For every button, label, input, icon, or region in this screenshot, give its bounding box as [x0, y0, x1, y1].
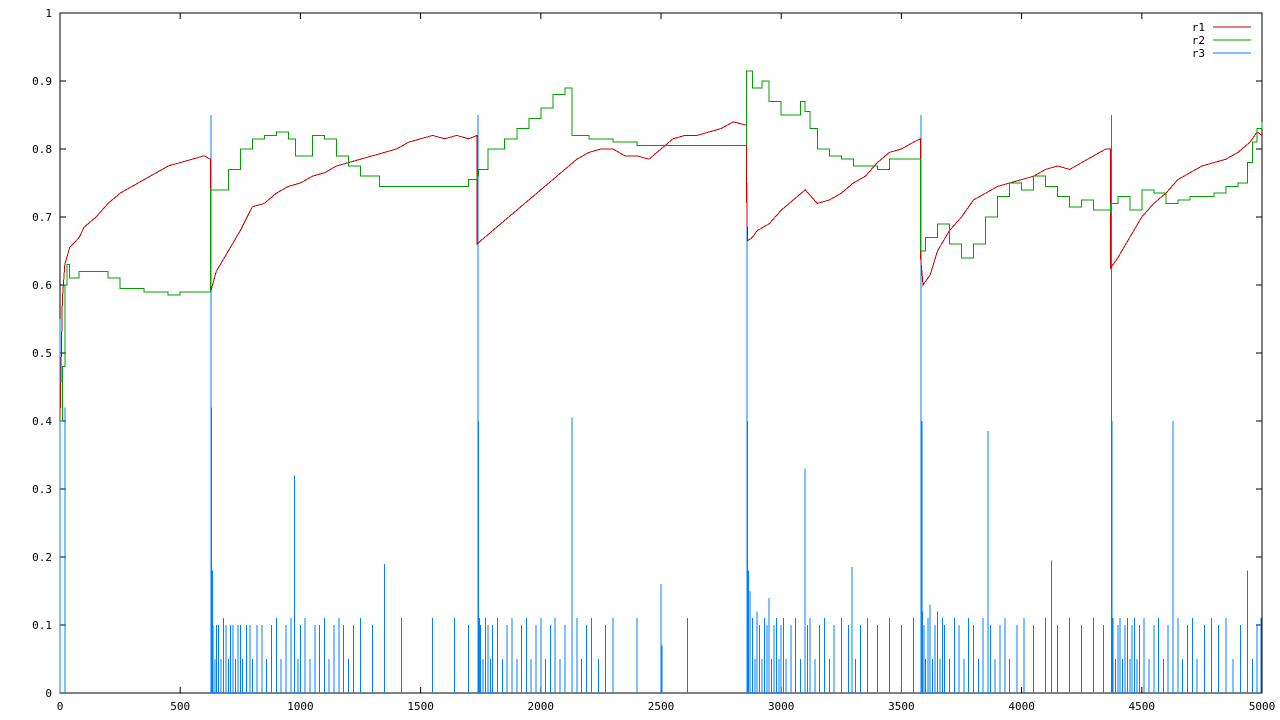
y-tick-label: 1: [45, 7, 52, 20]
legend-label-r2: r2: [1192, 34, 1205, 47]
y-tick-label: 0.3: [32, 483, 52, 496]
x-tick-label: 5000: [1249, 700, 1276, 713]
x-tick-label: 500: [170, 700, 190, 713]
y-tick-label: 0.6: [32, 279, 52, 292]
x-tick-label: 4500: [1129, 700, 1156, 713]
y-tick-label: 0.9: [32, 75, 52, 88]
x-tick-label: 1500: [407, 700, 434, 713]
y-tick-label: 0.7: [32, 211, 52, 224]
x-tick-label: 4000: [1008, 700, 1035, 713]
y-tick-label: 0.8: [32, 143, 52, 156]
legend-label-r3: r3: [1192, 47, 1205, 60]
x-tick-label: 3000: [768, 700, 795, 713]
y-tick-label: 0.5: [32, 347, 52, 360]
series-r3: [59, 115, 1262, 693]
x-tick-label: 2500: [648, 700, 675, 713]
series-r2-line: [60, 70, 1263, 422]
y-tick-label: 0.1: [32, 619, 52, 632]
series-layer: [59, 70, 1263, 693]
y-tick-label: 0: [45, 687, 52, 700]
axis-ticks: 0 500 1000 1500 2000 2500 3000 3500 4000 4500 5000…: [32, 7, 1275, 713]
x-tick-label: 2000: [528, 700, 555, 713]
y-tick-label: 0.4: [32, 415, 52, 428]
series-r1-line: [59, 121, 1263, 422]
x-tick-label: 3500: [888, 700, 915, 713]
legend-label-r1: r1: [1192, 21, 1205, 34]
x-tick-label: 1000: [287, 700, 314, 713]
x-tick-label: 0: [57, 700, 64, 713]
y-tick-label: 0.2: [32, 551, 52, 564]
